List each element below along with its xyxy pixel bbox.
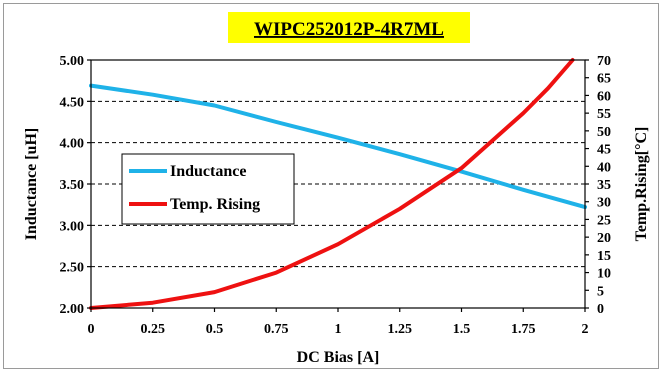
y2-tick-label-8: 40	[597, 160, 611, 175]
y2-tick-label-9: 45	[597, 143, 611, 158]
x-tick-label-3: 0.75	[264, 322, 289, 337]
y2-tick-label-11: 55	[597, 107, 611, 122]
series-line-temp-rising	[89, 58, 575, 310]
y2-tick-label-4: 20	[597, 231, 611, 246]
y-tick-label-4: 4.00	[60, 137, 85, 152]
x-tick-label-2: 0.5	[206, 322, 224, 337]
y2-tick-label-7: 35	[597, 178, 611, 193]
x-tick-label-6: 1.5	[453, 322, 471, 337]
y-axis-title: Inductance [uH]	[23, 128, 40, 240]
x-axis-title: DC Bias [A]	[297, 349, 380, 366]
y-tick-label-1: 2.50	[60, 261, 85, 276]
x-tick-label-1: 0.25	[141, 322, 166, 337]
y2-tick-label-2: 10	[597, 267, 611, 282]
x-tick-label-5: 1.25	[388, 322, 413, 337]
legend-label-inductance: Inductance	[170, 163, 246, 180]
chart-title-highlight	[228, 12, 470, 43]
axis-ticks: 2.002.503.003.504.004.505.00051015202530…	[60, 54, 612, 337]
legend: Inductance Temp. Rising	[121, 153, 295, 225]
y2-axis-title: Temp.Rising[°C]	[633, 127, 650, 242]
y-tick-label-6: 5.00	[60, 54, 85, 69]
x-tick-label-8: 2	[582, 322, 589, 337]
y2-tick-label-12: 60	[597, 89, 611, 104]
y2-tick-label-14: 70	[597, 54, 611, 69]
y-tick-label-5: 4.50	[60, 95, 85, 110]
y-tick-label-0: 2.00	[60, 302, 85, 317]
y2-tick-label-0: 0	[597, 302, 604, 317]
x-tick-label-0: 0	[88, 322, 95, 337]
x-tick-label-7: 1.75	[511, 322, 536, 337]
y2-tick-label-13: 65	[597, 72, 611, 87]
grid-lines	[91, 100, 585, 268]
y2-tick-label-5: 25	[597, 213, 611, 228]
y2-tick-label-3: 15	[597, 249, 611, 264]
series-line-inductance	[89, 83, 587, 210]
y-tick-label-2: 3.00	[60, 219, 85, 234]
y-tick-label-3: 3.50	[60, 178, 85, 193]
legend-box	[121, 153, 295, 225]
x-tick-label-4: 1	[335, 322, 342, 337]
y2-tick-label-6: 30	[597, 196, 611, 211]
y2-tick-label-1: 5	[597, 284, 604, 299]
legend-label-temp-rising: Temp. Rising	[170, 196, 260, 213]
chart-title: WIPC252012P-4R7ML	[254, 19, 444, 40]
y2-tick-label-10: 50	[597, 125, 611, 140]
series-layer	[89, 58, 587, 310]
